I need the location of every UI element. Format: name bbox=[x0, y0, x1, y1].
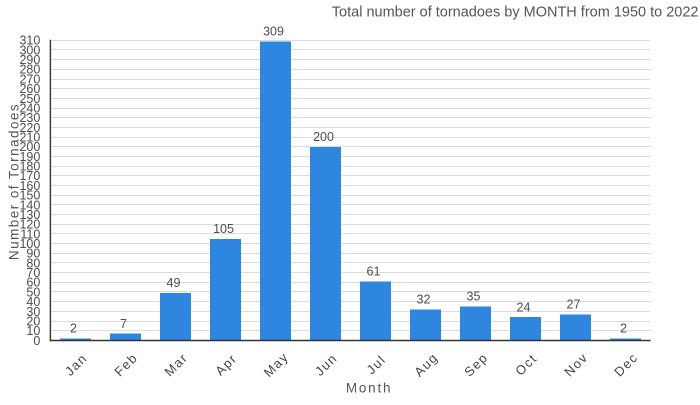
svg-text:0: 0 bbox=[33, 334, 40, 348]
svg-text:270: 270 bbox=[19, 72, 40, 86]
svg-text:90: 90 bbox=[26, 247, 40, 261]
svg-text:80: 80 bbox=[26, 256, 40, 270]
svg-text:Total number of tornadoes by M: Total number of tornadoes by MONTH from … bbox=[332, 4, 699, 20]
svg-text:27: 27 bbox=[567, 298, 581, 312]
svg-text:20: 20 bbox=[26, 314, 40, 328]
svg-text:70: 70 bbox=[26, 266, 40, 280]
svg-text:32: 32 bbox=[417, 293, 431, 307]
svg-text:280: 280 bbox=[19, 63, 40, 77]
svg-text:120: 120 bbox=[19, 218, 40, 232]
svg-text:210: 210 bbox=[19, 131, 40, 145]
svg-text:24: 24 bbox=[517, 300, 531, 314]
svg-text:190: 190 bbox=[19, 150, 40, 164]
svg-text:100: 100 bbox=[19, 237, 40, 251]
svg-text:130: 130 bbox=[19, 208, 40, 222]
svg-text:50: 50 bbox=[26, 285, 40, 299]
svg-text:2: 2 bbox=[70, 322, 77, 336]
svg-text:2: 2 bbox=[620, 322, 627, 336]
svg-text:Number of Tornadoes: Number of Tornadoes bbox=[7, 103, 22, 260]
svg-text:200: 200 bbox=[313, 130, 334, 144]
svg-text:61: 61 bbox=[367, 265, 381, 279]
svg-text:35: 35 bbox=[467, 290, 481, 304]
svg-text:40: 40 bbox=[26, 295, 40, 309]
svg-text:290: 290 bbox=[19, 53, 40, 67]
svg-text:105: 105 bbox=[213, 222, 234, 236]
svg-text:7: 7 bbox=[120, 317, 127, 331]
svg-text:300: 300 bbox=[19, 43, 40, 57]
svg-text:140: 140 bbox=[19, 198, 40, 212]
svg-text:170: 170 bbox=[19, 169, 40, 183]
svg-text:10: 10 bbox=[26, 324, 40, 338]
svg-text:310: 310 bbox=[19, 34, 40, 48]
svg-text:150: 150 bbox=[19, 189, 40, 203]
svg-text:110: 110 bbox=[20, 227, 40, 241]
svg-text:260: 260 bbox=[19, 82, 40, 96]
svg-text:60: 60 bbox=[26, 276, 40, 290]
svg-text:240: 240 bbox=[19, 102, 40, 116]
svg-text:250: 250 bbox=[19, 92, 40, 106]
svg-text:200: 200 bbox=[19, 140, 40, 154]
svg-text:180: 180 bbox=[19, 160, 40, 174]
svg-text:49: 49 bbox=[167, 276, 181, 290]
svg-text:160: 160 bbox=[19, 179, 40, 193]
svg-text:309: 309 bbox=[263, 25, 284, 39]
svg-text:220: 220 bbox=[19, 121, 40, 135]
svg-text:230: 230 bbox=[19, 111, 40, 125]
svg-text:Month: Month bbox=[346, 380, 393, 395]
svg-text:30: 30 bbox=[26, 305, 40, 319]
